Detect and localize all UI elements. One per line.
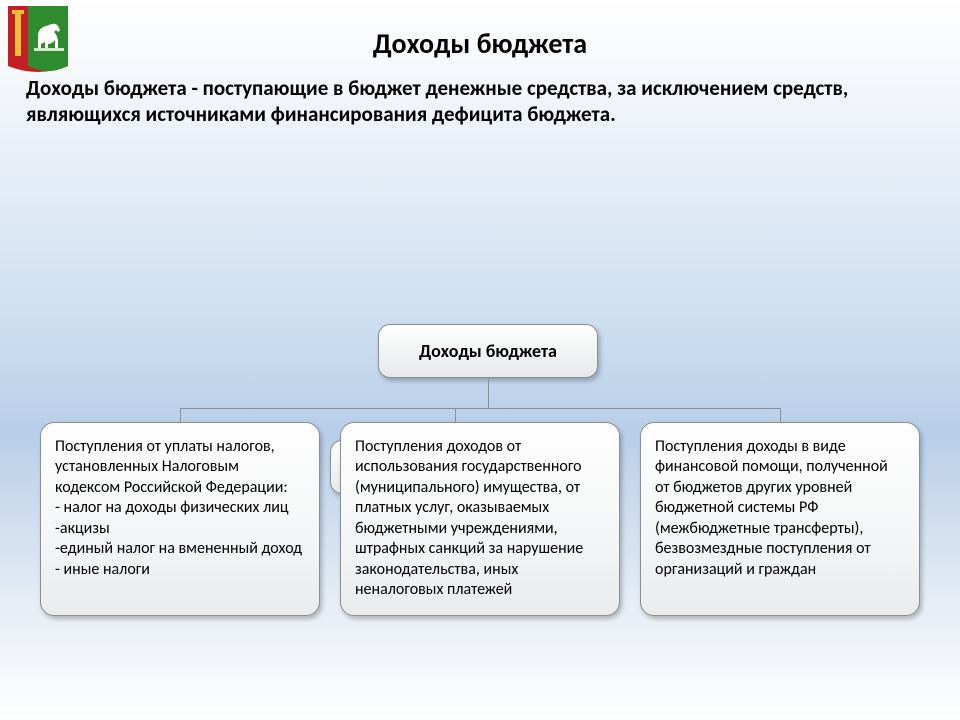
hierarchy-diagram: Доходы бюджета Налоговые доходы Неналого… [0,128,960,328]
connector-hline [180,408,780,409]
coat-of-arms-icon [8,6,68,74]
page-title: Доходы бюджета [0,0,960,61]
definition-text: Доходы бюджета - поступающие в бюджет де… [0,61,960,128]
connector-trunk [488,378,489,408]
desc-tax-revenue: Поступления от уплаты налогов, установле… [40,422,320,616]
description-row: Поступления от уплаты налогов, установле… [0,422,960,616]
desc-gratuitous-receipts: Поступления доходы в виде финансовой пом… [640,422,920,616]
desc-nontax-revenue: Поступления доходов от использования гос… [340,422,620,616]
node-root: Доходы бюджета [378,324,598,378]
